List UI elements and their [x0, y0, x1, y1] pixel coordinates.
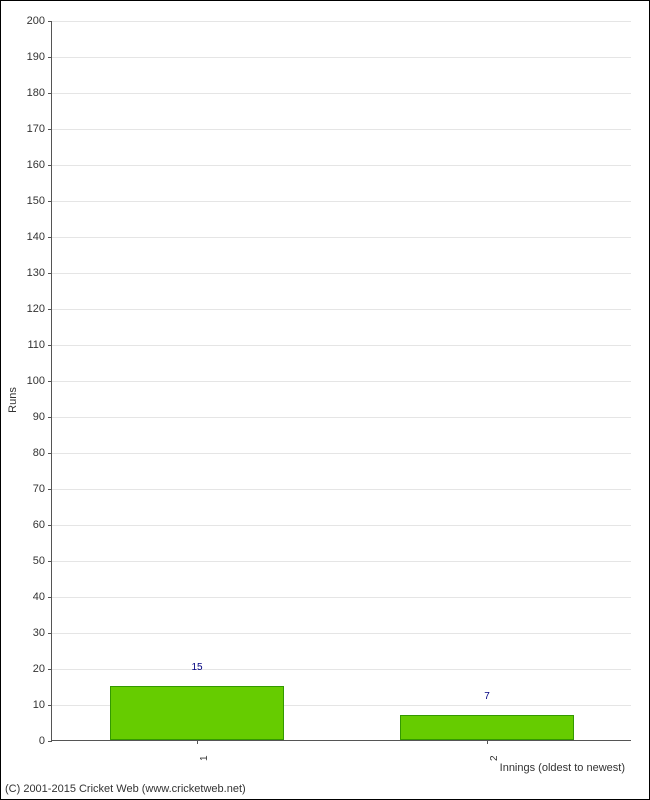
gridline: [52, 93, 631, 94]
bar: [110, 686, 284, 740]
ytick-label: 190: [5, 51, 45, 63]
gridline: [52, 129, 631, 130]
ytick-label: 200: [5, 15, 45, 27]
xtick-label: 2: [489, 755, 500, 761]
bar-value-label: 7: [484, 691, 490, 702]
ytick-mark: [48, 741, 52, 742]
ytick-label: 170: [5, 123, 45, 135]
ytick-label: 20: [5, 663, 45, 675]
ytick-mark: [48, 129, 52, 130]
ytick-label: 80: [5, 447, 45, 459]
ytick-label: 90: [5, 411, 45, 423]
gridline: [52, 165, 631, 166]
gridline: [52, 597, 631, 598]
ytick-label: 40: [5, 591, 45, 603]
ytick-mark: [48, 201, 52, 202]
gridline: [52, 345, 631, 346]
plot-area: 15 7: [51, 21, 631, 741]
ytick-label: 70: [5, 483, 45, 495]
ytick-label: 60: [5, 519, 45, 531]
ytick-mark: [48, 237, 52, 238]
gridline: [52, 669, 631, 670]
chart-container: 15 7 Runs Innings (oldest to newest) (C) …: [0, 0, 650, 800]
ytick-mark: [48, 21, 52, 22]
bar: [400, 715, 574, 740]
gridline: [52, 273, 631, 274]
gridline: [52, 417, 631, 418]
gridline: [52, 21, 631, 22]
copyright-text: (C) 2001-2015 Cricket Web (www.cricketwe…: [5, 783, 246, 795]
ytick-mark: [48, 417, 52, 418]
ytick-label: 30: [5, 627, 45, 639]
ytick-mark: [48, 381, 52, 382]
ytick-mark: [48, 525, 52, 526]
ytick-label: 180: [5, 87, 45, 99]
ytick-mark: [48, 669, 52, 670]
ytick-label: 160: [5, 159, 45, 171]
gridline: [52, 381, 631, 382]
ytick-mark: [48, 57, 52, 58]
gridline: [52, 561, 631, 562]
xtick-mark: [197, 740, 198, 744]
ytick-mark: [48, 309, 52, 310]
gridline: [52, 525, 631, 526]
ytick-label: 100: [5, 375, 45, 387]
gridline: [52, 453, 631, 454]
ytick-label: 130: [5, 267, 45, 279]
ytick-label: 50: [5, 555, 45, 567]
gridline: [52, 489, 631, 490]
gridline: [52, 237, 631, 238]
x-axis-label: Innings (oldest to newest): [500, 762, 625, 774]
y-axis-label: Runs: [7, 387, 19, 413]
ytick-label: 0: [5, 735, 45, 747]
bar-value-label: 15: [191, 662, 202, 673]
ytick-mark: [48, 93, 52, 94]
ytick-mark: [48, 561, 52, 562]
ytick-label: 110: [5, 339, 45, 351]
gridline: [52, 57, 631, 58]
ytick-mark: [48, 345, 52, 346]
gridline: [52, 201, 631, 202]
xtick-mark: [487, 740, 488, 744]
xtick-label: 1: [199, 755, 210, 761]
ytick-label: 150: [5, 195, 45, 207]
ytick-mark: [48, 165, 52, 166]
ytick-label: 140: [5, 231, 45, 243]
ytick-mark: [48, 597, 52, 598]
ytick-mark: [48, 633, 52, 634]
ytick-label: 120: [5, 303, 45, 315]
ytick-mark: [48, 489, 52, 490]
ytick-mark: [48, 453, 52, 454]
gridline: [52, 633, 631, 634]
ytick-label: 10: [5, 699, 45, 711]
gridline: [52, 309, 631, 310]
ytick-mark: [48, 705, 52, 706]
ytick-mark: [48, 273, 52, 274]
